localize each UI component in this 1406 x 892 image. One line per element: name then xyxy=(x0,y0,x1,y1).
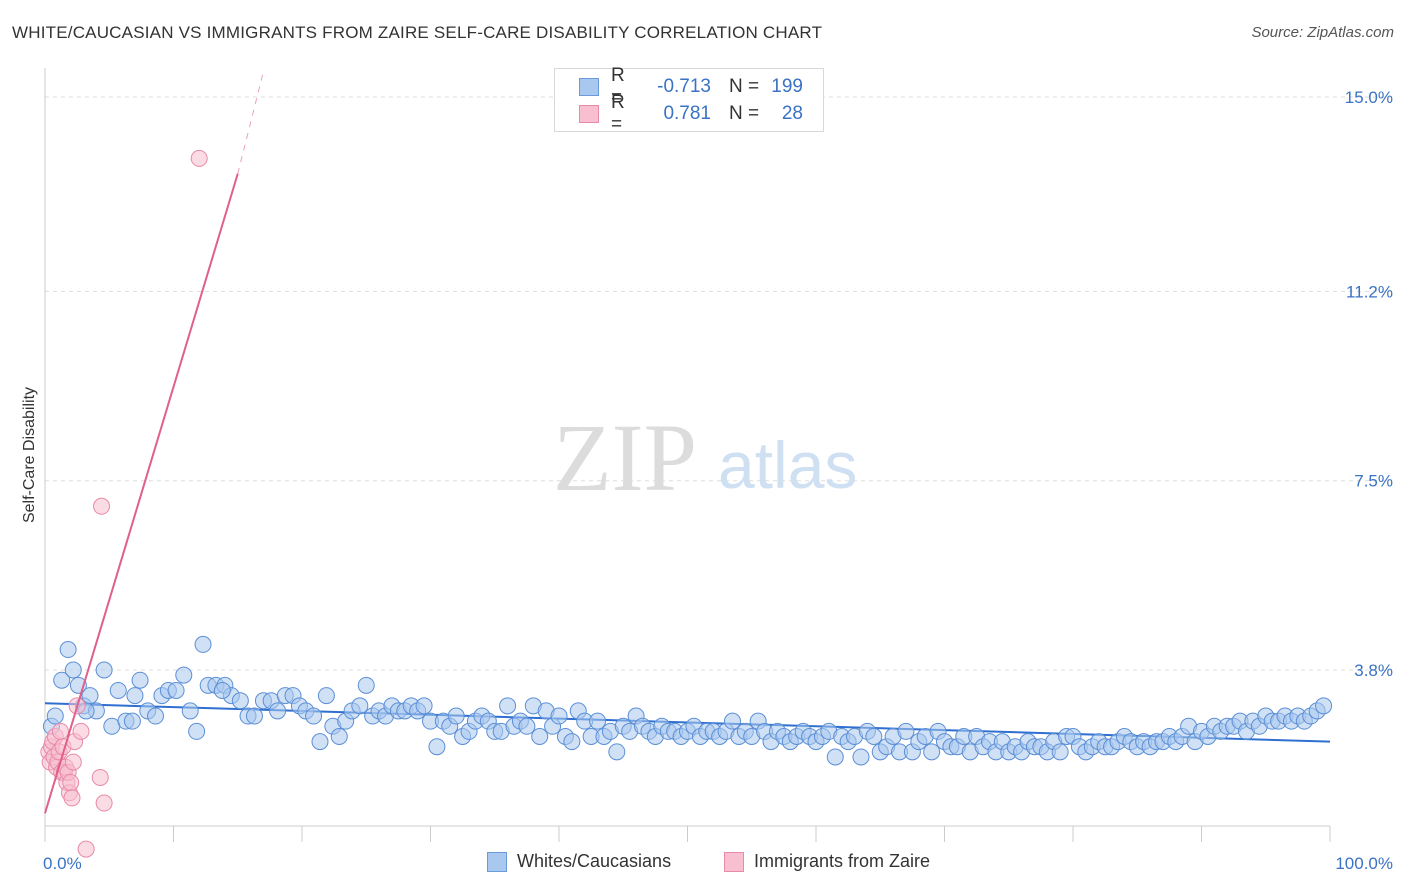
point-zaire xyxy=(95,794,113,812)
x-tick-labels: 0.0% 100.0% xyxy=(43,854,1393,873)
point-whites xyxy=(1051,743,1069,761)
point-zaire xyxy=(63,789,81,807)
point-whites xyxy=(351,697,369,715)
y-tick-label: 7.5% xyxy=(1354,472,1393,491)
point-whites xyxy=(311,733,329,751)
point-whites xyxy=(826,748,844,766)
legend-swatch-whites xyxy=(579,78,599,96)
legend-n-value: 28 xyxy=(781,103,803,124)
watermark-zip: ZIP xyxy=(553,404,697,511)
y-tick-label: 11.2% xyxy=(1346,282,1393,301)
y-axis-label: Self-Care Disability xyxy=(21,387,38,523)
point-whites xyxy=(167,681,185,699)
legend-r-label: R = xyxy=(611,92,625,135)
legend-r-value: 0.781 xyxy=(663,103,711,124)
legend-n-label: N = xyxy=(729,103,760,124)
correlation-legend: R = -0.713 N = 199 R = 0.781 N = 28 xyxy=(554,65,824,135)
point-whites xyxy=(415,697,433,715)
point-whites xyxy=(563,733,581,751)
point-whites xyxy=(1315,697,1333,715)
points-whites xyxy=(42,635,1333,766)
point-zaire xyxy=(93,497,111,515)
point-whites xyxy=(245,707,263,725)
point-whites xyxy=(188,722,206,740)
legend-item-whites[interactable]: Whites/Caucasians xyxy=(487,851,671,872)
point-whites xyxy=(428,738,446,756)
point-whites xyxy=(53,671,71,689)
legend-n-value: 199 xyxy=(771,76,803,97)
x-tick-label: 100.0% xyxy=(1335,854,1393,873)
point-whites xyxy=(59,641,77,659)
point-whites xyxy=(499,697,517,715)
legend-label-whites: Whites/Caucasians xyxy=(517,851,672,871)
point-whites xyxy=(95,661,113,679)
point-whites xyxy=(103,717,121,735)
point-whites xyxy=(131,671,149,689)
point-whites xyxy=(213,681,231,699)
point-whites xyxy=(852,748,870,766)
point-whites xyxy=(64,661,82,679)
point-zaire xyxy=(77,840,95,858)
point-whites xyxy=(518,717,536,735)
series-legend: Whites/Caucasians Immigrants from Zaire xyxy=(0,851,1406,877)
point-whites xyxy=(317,687,335,705)
legend-row-whites: R = -0.713 N = 199 xyxy=(579,65,803,108)
watermark-atlas: atlas xyxy=(718,428,857,502)
points-zaire xyxy=(40,149,208,858)
point-whites xyxy=(589,712,607,730)
point-zaire xyxy=(62,774,80,792)
trend-line-zaire xyxy=(44,173,239,814)
y-tick-labels: 3.8% 7.5% 11.2% 15.0% xyxy=(1345,88,1393,680)
source-label: Source: ZipAtlas.com xyxy=(1251,24,1394,41)
legend-label-zaire: Immigrants from Zaire xyxy=(754,851,931,871)
point-whites xyxy=(81,687,99,705)
point-whites xyxy=(865,728,883,746)
point-whites xyxy=(447,707,465,725)
chart-title: WHITE/CAUCASIAN VS IMMIGRANTS FROM ZAIRE… xyxy=(12,23,823,42)
trend-line-zaire xyxy=(44,71,264,814)
legend-item-zaire[interactable]: Immigrants from Zaire xyxy=(724,851,930,872)
point-whites xyxy=(194,635,212,653)
y-tick-label: 15.0% xyxy=(1345,88,1393,107)
x-tick-label: 0.0% xyxy=(43,854,82,873)
trend-line-zaire-extension xyxy=(237,71,264,174)
point-whites xyxy=(897,722,915,740)
point-whites xyxy=(46,707,64,725)
point-whites xyxy=(330,728,348,746)
point-whites xyxy=(357,676,375,694)
point-whites xyxy=(923,743,941,761)
point-whites xyxy=(269,702,287,720)
point-zaire xyxy=(64,753,82,771)
point-zaire xyxy=(51,722,69,740)
legend-n-label: N = xyxy=(729,76,760,97)
legend-swatch-whites xyxy=(487,851,507,872)
watermark: ZIP atlas xyxy=(553,404,857,511)
point-whites xyxy=(147,707,165,725)
axes xyxy=(44,68,1331,842)
point-zaire xyxy=(190,149,208,167)
point-whites xyxy=(231,692,249,710)
legend-r-label: R = xyxy=(611,65,625,108)
legend-row-zaire: R = 0.781 N = 28 xyxy=(579,92,803,135)
point-whites xyxy=(123,712,141,730)
y-tick-label: 3.8% xyxy=(1354,661,1393,680)
point-whites xyxy=(531,728,549,746)
point-whites xyxy=(723,712,741,730)
point-whites xyxy=(181,702,199,720)
legend-r-value: -0.713 xyxy=(657,76,711,97)
point-whites xyxy=(175,666,193,684)
point-zaire xyxy=(91,768,109,786)
point-zaire xyxy=(72,722,90,740)
point-whites xyxy=(305,707,323,725)
point-whites xyxy=(608,743,626,761)
legend-swatch-zaire xyxy=(579,105,599,123)
point-whites xyxy=(109,681,127,699)
point-whites xyxy=(550,707,568,725)
point-whites xyxy=(126,687,144,705)
legend-swatch-zaire xyxy=(724,851,744,872)
grid-lines xyxy=(45,96,1392,671)
